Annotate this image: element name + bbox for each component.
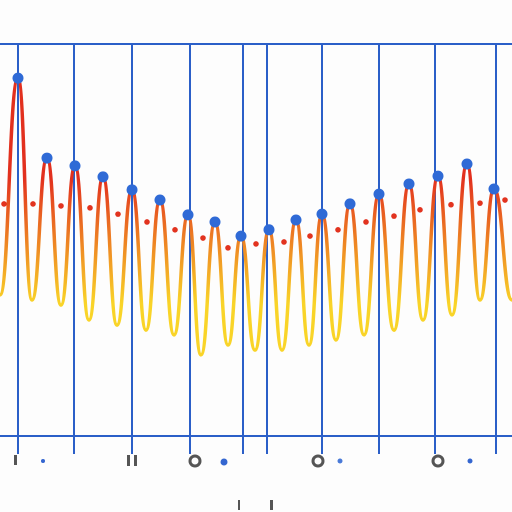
data-point [172,227,178,233]
decoration [127,455,130,466]
data-point [12,72,24,84]
data-point [58,203,64,209]
data-point [373,188,385,200]
data-point [391,213,397,219]
decoration [238,500,240,510]
data-point [307,233,313,239]
data-point [97,171,109,183]
data-point [344,198,356,210]
data-point [115,211,121,217]
data-point [126,184,138,196]
data-point [182,209,194,221]
data-point [281,239,287,245]
data-point [403,178,415,190]
data-point [144,219,150,225]
data-point [316,208,328,220]
data-point [30,201,36,207]
data-point [335,227,341,233]
data-point [235,230,247,242]
decoration [41,459,45,463]
data-point [253,241,259,247]
decoration [134,455,137,466]
data-point [488,183,500,195]
data-point [225,245,231,251]
decoration [337,458,343,464]
data-point [448,201,454,208]
decoration [188,454,202,468]
data-point [209,216,221,228]
data-point [154,194,166,206]
data-point [502,197,508,203]
decoration [220,458,228,466]
data-point [263,224,275,236]
data-point [87,205,93,211]
wave-line [0,76,512,357]
decoration [270,500,273,510]
data-point [41,152,53,164]
data-point [200,235,206,241]
data-point [1,201,7,207]
decoration [311,454,325,468]
data-point [290,214,302,226]
data-point [363,219,369,225]
data-point [461,158,473,170]
data-point [69,160,81,172]
decoration [431,454,445,468]
decorations [14,454,473,510]
decoration [467,458,473,464]
data-point [432,170,444,182]
decoration [14,455,17,465]
data-point [417,207,423,213]
data-point [477,200,483,206]
